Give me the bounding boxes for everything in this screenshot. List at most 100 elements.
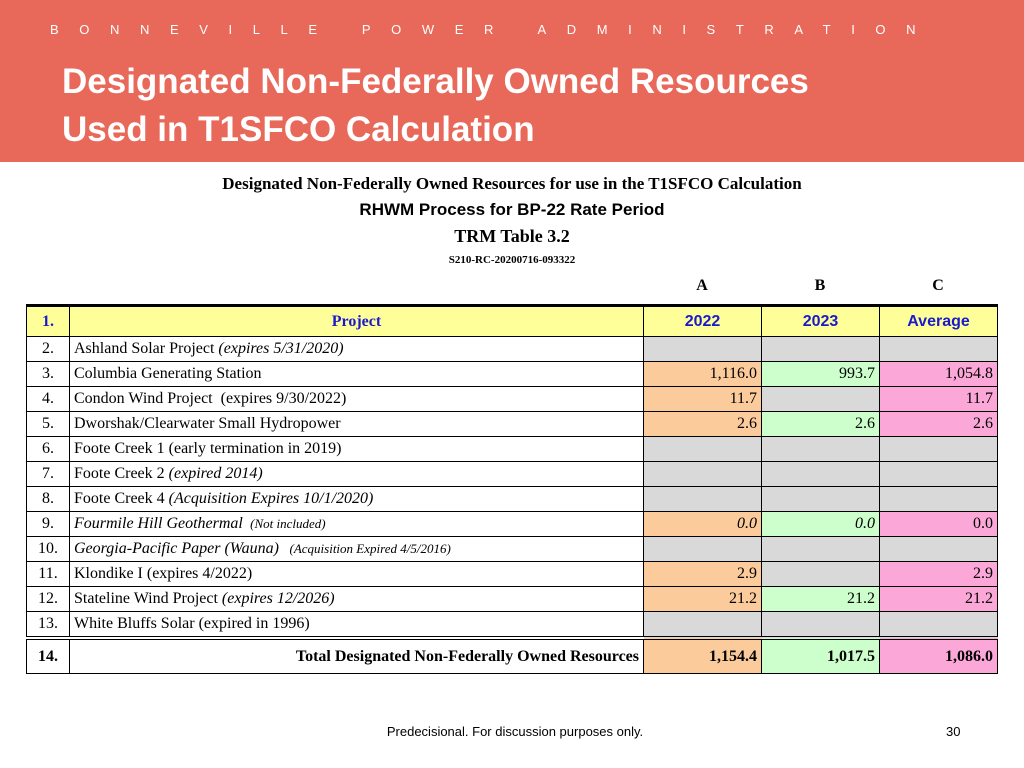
value-cell: [879, 611, 998, 639]
total-value: 1,154.4: [643, 636, 762, 674]
column-letter: B: [814, 277, 826, 294]
project-text: Condon Wind Project (expires 9/30/2022): [74, 390, 347, 407]
table-id: TRM Table 3.2: [454, 226, 570, 246]
value-cell: [761, 486, 880, 512]
table-subtitle: RHWM Process for BP-22 Rate Period: [359, 200, 665, 219]
project-cell: Ashland Solar Project (expires 5/31/2020…: [69, 336, 644, 362]
value-cell: [643, 336, 762, 362]
value-cell: 21.2: [879, 586, 998, 612]
row-number: 4.: [26, 386, 70, 412]
value-cell: 2.9: [643, 561, 762, 587]
value-cell: [761, 611, 880, 639]
value-cell: 2.6: [643, 411, 762, 437]
column-letter: A: [696, 277, 708, 294]
table-row: 9. Fourmile Hill Geothermal (Not included…: [26, 511, 998, 537]
project-text: (expires 12/2026): [221, 590, 335, 607]
total-label: Total Designated Non-Federally Owned Res…: [69, 636, 644, 674]
table-row: 6. Foote Creek 1 (early termination in 20…: [26, 436, 998, 462]
title-line: Designated Non-Federally Owned Resources: [62, 62, 809, 101]
project-text: Georgia-Pacific Paper (Wauna): [74, 540, 283, 557]
project-text: Ashland Solar Project: [74, 340, 219, 357]
value-cell: 993.7: [761, 361, 880, 387]
project-text: White Bluffs Solar (expired in 1996): [74, 615, 310, 632]
project-text: Klondike I (expires 4/2022): [74, 565, 253, 582]
project-cell: White Bluffs Solar (expired in 1996): [69, 611, 644, 639]
table-row: 4. Condon Wind Project (expires 9/30/2022…: [26, 386, 998, 412]
value-cell: 1,054.8: [879, 361, 998, 387]
value-cell: [879, 436, 998, 462]
project-text: Stateline Wind Project: [74, 590, 222, 607]
total-value: 1,086.0: [879, 636, 998, 674]
value-cell: 0.0: [643, 511, 762, 537]
table-row: 2. Ashland Solar Project (expires 5/31/20…: [26, 336, 998, 362]
value-cell: 11.7: [643, 386, 762, 412]
row-number: 13.: [26, 611, 70, 639]
project-text: Fourmile Hill Geothermal: [74, 515, 247, 532]
project-text: Foote Creek 1 (early termination in 2019…: [74, 440, 342, 457]
project-cell: Foote Creek 2 (expired 2014): [69, 461, 644, 487]
project-text: Columbia Generating Station: [74, 365, 262, 382]
ref-code: S210-RC-20200716-093322: [448, 254, 576, 266]
table-row: 11. Klondike I (expires 4/2022) 2.9 2.9: [26, 561, 998, 587]
table-row: 8. Foote Creek 4 (Acquisition Expires 10/…: [26, 486, 998, 512]
table-row: 3. Columbia Generating Station 1,116.0 993.…: [26, 361, 998, 387]
page-number: 30: [946, 724, 961, 739]
value-cell: 2.9: [879, 561, 998, 587]
value-cell: 0.0: [879, 511, 998, 537]
row-number: 6.: [26, 436, 70, 462]
row-number: 10.: [26, 536, 70, 562]
project-cell: Columbia Generating Station: [69, 361, 644, 387]
row-number: 3.: [26, 361, 70, 387]
project-text: (Acquisition Expires 10/1/2020): [168, 490, 374, 507]
value-cell: [761, 536, 880, 562]
project-text: (expires 5/31/2020): [218, 340, 344, 357]
project-cell: Georgia-Pacific Paper (Wauna) (Acquisiti…: [69, 536, 644, 562]
total-value: 1,017.5: [761, 636, 880, 674]
project-cell: Fourmile Hill Geothermal (Not included): [69, 511, 644, 537]
value-cell: [879, 461, 998, 487]
row-number: 14.: [26, 636, 70, 674]
value-cell: [643, 436, 762, 462]
column-header: 2023: [761, 304, 880, 337]
table-row: 10. Georgia-Pacific Paper (Wauna) (Acquis…: [26, 536, 998, 562]
row-number: 11.: [26, 561, 70, 587]
value-cell: 21.2: [761, 586, 880, 612]
row-number: 1.: [26, 304, 70, 337]
total-row: 14. Total Designated Non-Federally Owned …: [26, 636, 998, 674]
slide-title: Designated Non-Federally Owned Resources…: [62, 58, 809, 154]
org-name: BONNEVILLE POWER ADMINISTRATION: [50, 22, 937, 37]
value-cell: [643, 536, 762, 562]
row-number: 5.: [26, 411, 70, 437]
project-text: (Not included): [246, 516, 326, 531]
project-text: (Acquisition Expired 4/5/2016): [283, 541, 451, 556]
value-cell: [761, 386, 880, 412]
title-line: Used in T1SFCO Calculation: [62, 110, 535, 149]
resource-table: 1. Project 2022 2023 Average 2. Ashland Solar …: [26, 304, 998, 674]
value-cell: [643, 461, 762, 487]
row-number: 12.: [26, 586, 70, 612]
column-header: Average: [879, 304, 998, 337]
project-cell: Condon Wind Project (expires 9/30/2022): [69, 386, 644, 412]
row-number: 7.: [26, 461, 70, 487]
column-header: Project: [69, 304, 644, 337]
project-cell: Dworshak/Clearwater Small Hydropower: [69, 411, 644, 437]
value-cell: 1,116.0: [643, 361, 762, 387]
table-row: 5. Dworshak/Clearwater Small Hydropower 2.…: [26, 411, 998, 437]
row-number: 9.: [26, 511, 70, 537]
project-cell: Stateline Wind Project (expires 12/2026): [69, 586, 644, 612]
project-cell: Foote Creek 1 (early termination in 2019…: [69, 436, 644, 462]
value-cell: 11.7: [879, 386, 998, 412]
column-letter: C: [932, 277, 944, 294]
value-cell: [879, 536, 998, 562]
project-cell: Foote Creek 4 (Acquisition Expires 10/1/…: [69, 486, 644, 512]
value-cell: [643, 486, 762, 512]
row-number: 2.: [26, 336, 70, 362]
column-header: 2022: [643, 304, 762, 337]
value-cell: [643, 611, 762, 639]
value-cell: 2.6: [879, 411, 998, 437]
project-text: Dworshak/Clearwater Small Hydropower: [74, 415, 341, 432]
project-cell: Klondike I (expires 4/2022): [69, 561, 644, 587]
value-cell: 21.2: [643, 586, 762, 612]
